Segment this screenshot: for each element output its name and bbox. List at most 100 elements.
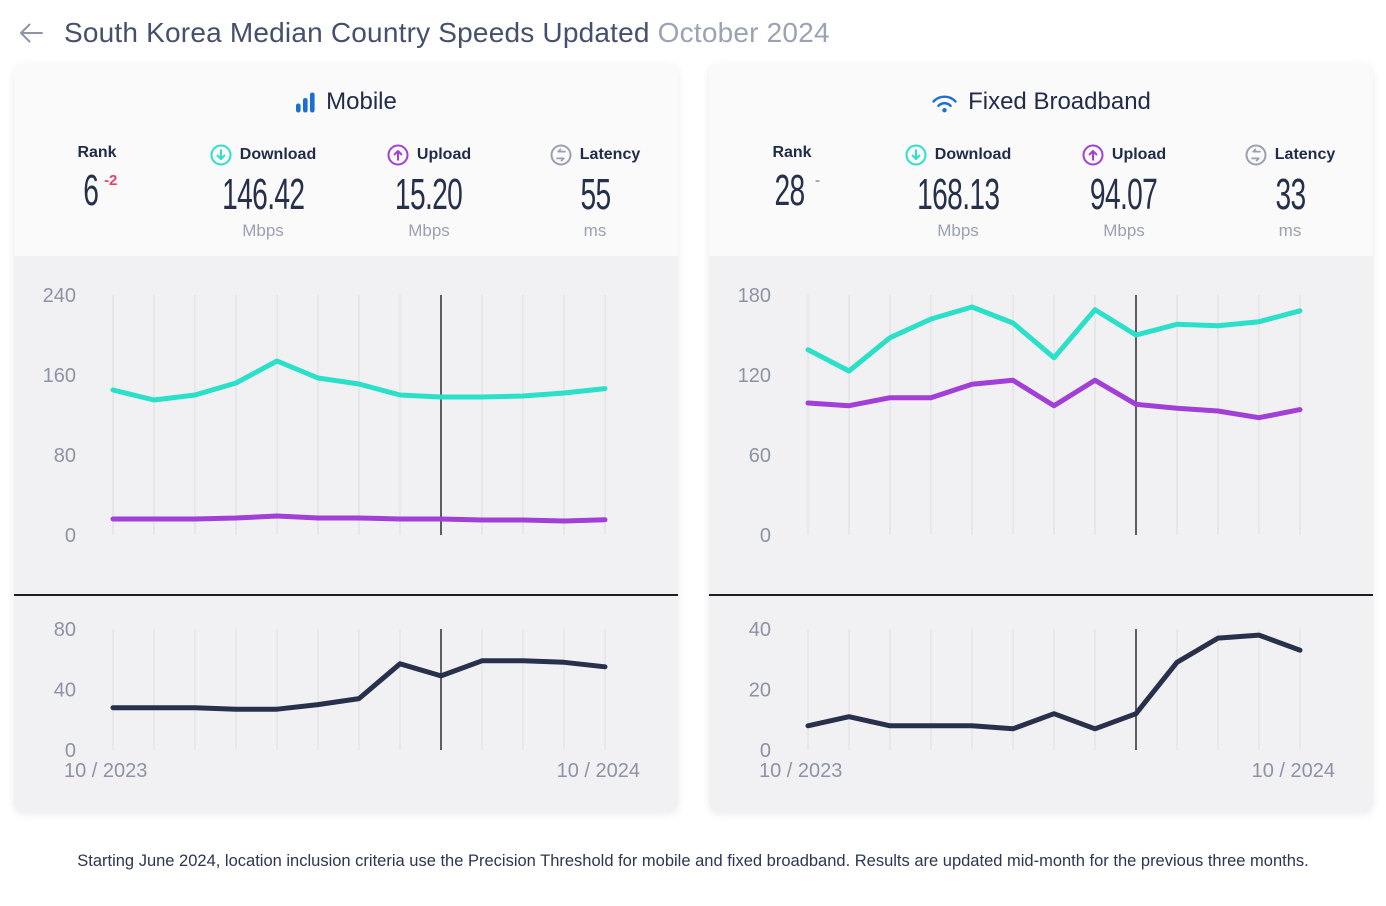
svg-text:160: 160 <box>43 365 76 387</box>
fixed-panel-title: Fixed Broadband <box>709 88 1373 116</box>
mobile-latency-label-text: Latency <box>579 146 641 163</box>
mobile-speed-chart[interactable]: 240 160 80 0 <box>14 256 678 594</box>
fixed-latency-chart[interactable]: 40 20 010 / 2023 10 / 2024 <box>709 596 1373 810</box>
latency-icon <box>1245 144 1267 166</box>
fixed-download-label: Download <box>875 144 1041 166</box>
fixed-upload-value: 94.07 <box>1041 170 1207 219</box>
fixed-panel: Fixed Broadband Rank 28- <box>709 64 1373 812</box>
svg-text:10 / 2024: 10 / 2024 <box>1252 760 1335 782</box>
mobile-stats: Rank 6 -2 Download <box>14 144 678 241</box>
fixed-latency-label-text: Latency <box>1274 146 1336 163</box>
fixed-rank-unit <box>709 217 875 237</box>
mobile-stat-download: Download 146.42 Mbps <box>180 144 346 241</box>
panels-row: Mobile Rank 6 -2 <box>0 52 1386 812</box>
mobile-download-number: 146.42 <box>221 170 305 219</box>
back-arrow-icon <box>20 23 43 43</box>
fixed-latency-number: 33 <box>1274 170 1306 219</box>
mobile-upload-number: 15.20 <box>395 170 463 219</box>
svg-text:40: 40 <box>54 680 76 702</box>
mobile-upload-unit: Mbps <box>408 221 450 241</box>
mobile-rank-unit <box>14 217 180 237</box>
fixed-rank-label-text: Rank <box>772 144 812 161</box>
mobile-panel: Mobile Rank 6 -2 <box>14 64 678 812</box>
upload-icon <box>1082 144 1104 166</box>
wifi-icon <box>932 95 957 112</box>
fixed-download-label-text: Download <box>934 146 1012 163</box>
page-header: South Korea Median Country Speeds Update… <box>0 0 1386 52</box>
svg-text:120: 120 <box>738 365 771 387</box>
svg-text:0: 0 <box>760 525 771 547</box>
fixed-latency-unit: ms <box>1278 221 1302 241</box>
page-title: South Korea Median Country Speeds Update… <box>64 17 830 49</box>
mobile-latency-value: 55 <box>512 170 678 219</box>
svg-text:80: 80 <box>54 619 76 641</box>
footnote: Starting June 2024, location inclusion c… <box>77 852 1309 870</box>
back-button[interactable] <box>14 17 48 49</box>
fixed-upload-label-text: Upload <box>1111 146 1167 163</box>
fixed-rank-label: Rank <box>709 144 875 162</box>
fixed-rank-number: 28 <box>774 166 805 215</box>
mobile-panel-header: Mobile Rank 6 -2 <box>14 64 678 256</box>
fixed-panel-header: Fixed Broadband Rank 28- <box>709 64 1373 256</box>
mobile-latency-number: 55 <box>579 170 611 219</box>
mobile-panel-title: Mobile <box>14 88 678 116</box>
mobile-chart-divider <box>14 594 678 596</box>
mobile-stat-rank: Rank 6 -2 <box>14 144 180 241</box>
fixed-stat-download: Download 168.13 Mbps <box>875 144 1041 241</box>
fixed-rank-change: - <box>814 172 820 189</box>
svg-text:10 / 2023: 10 / 2023 <box>64 760 147 782</box>
mobile-upload-label: Upload <box>346 144 512 166</box>
mobile-stat-upload: Upload 15.20 Mbps <box>346 144 512 241</box>
mobile-bars-icon <box>296 92 315 113</box>
mobile-rank-change: -2 <box>104 172 118 189</box>
mobile-download-unit: Mbps <box>242 221 284 241</box>
fixed-latency-value: 33 <box>1207 170 1373 219</box>
fixed-speed-chart[interactable]: 180 120 60 0 <box>709 256 1373 594</box>
fixed-latency-label: Latency <box>1207 144 1373 166</box>
mobile-download-label-text: Download <box>239 146 317 163</box>
mobile-rank-number: 6 <box>82 166 99 215</box>
svg-text:0: 0 <box>65 740 76 762</box>
page-title-main: South Korea Median Country Speeds Update… <box>64 17 650 48</box>
fixed-download-number: 168.13 <box>916 170 1000 219</box>
svg-text:40: 40 <box>749 619 771 641</box>
fixed-upload-label: Upload <box>1041 144 1207 166</box>
download-icon <box>210 144 232 166</box>
fixed-upload-number: 94.07 <box>1090 170 1158 219</box>
mobile-rank-value: 6 -2 <box>14 166 180 215</box>
mobile-upload-label-text: Upload <box>416 146 472 163</box>
fixed-stat-latency: Latency 33 ms <box>1207 144 1373 241</box>
svg-text:0: 0 <box>65 525 76 547</box>
mobile-panel-title-label: Mobile <box>326 88 397 115</box>
svg-text:0: 0 <box>760 740 771 762</box>
fixed-stat-rank: Rank 28- <box>709 144 875 241</box>
fixed-download-unit: Mbps <box>937 221 979 241</box>
svg-text:10 / 2023: 10 / 2023 <box>759 760 842 782</box>
mobile-rank-label: Rank <box>14 144 180 162</box>
upload-icon <box>387 144 409 166</box>
fixed-download-value: 168.13 <box>875 170 1041 219</box>
svg-text:240: 240 <box>43 285 76 307</box>
fixed-rank-value: 28- <box>709 166 875 215</box>
fixed-upload-unit: Mbps <box>1103 221 1145 241</box>
mobile-latency-unit: ms <box>583 221 607 241</box>
fixed-stat-upload: Upload 94.07 Mbps <box>1041 144 1207 241</box>
fixed-panel-title-label: Fixed Broadband <box>968 88 1151 115</box>
page-title-period: October 2024 <box>657 17 830 48</box>
svg-text:10 / 2024: 10 / 2024 <box>557 760 640 782</box>
svg-text:180: 180 <box>738 285 771 307</box>
svg-text:60: 60 <box>749 445 771 467</box>
svg-text:20: 20 <box>749 680 771 702</box>
download-icon <box>905 144 927 166</box>
mobile-rank-label-text: Rank <box>77 144 117 161</box>
fixed-chart-divider <box>709 594 1373 596</box>
latency-icon <box>550 144 572 166</box>
mobile-download-value: 146.42 <box>180 170 346 219</box>
mobile-upload-value: 15.20 <box>346 170 512 219</box>
svg-text:80: 80 <box>54 445 76 467</box>
mobile-latency-chart[interactable]: 80 40 010 / 2023 10 / 2024 <box>14 596 678 810</box>
mobile-download-label: Download <box>180 144 346 166</box>
mobile-stat-latency: Latency 55 ms <box>512 144 678 241</box>
mobile-latency-label: Latency <box>512 144 678 166</box>
fixed-stats: Rank 28- Download <box>709 144 1373 241</box>
